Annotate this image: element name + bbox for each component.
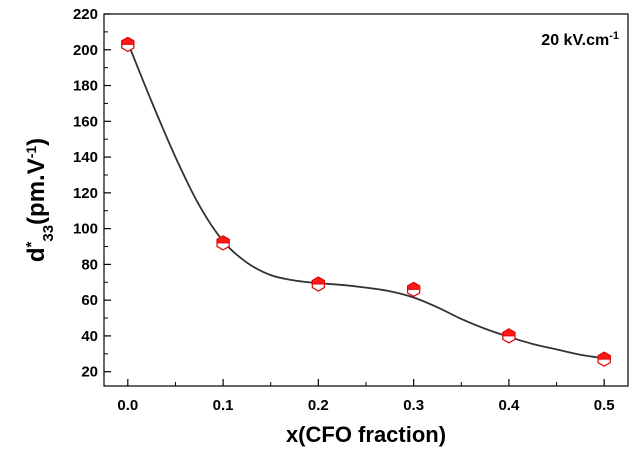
y-axis-title-sup: * xyxy=(23,241,40,247)
field-annotation-sup: -1 xyxy=(609,30,619,42)
x-tick-label: 0.1 xyxy=(213,397,234,414)
y-tick-label: 60 xyxy=(81,292,98,309)
y-axis-title-sub: 33 xyxy=(40,225,57,242)
x-tick-label: 0.3 xyxy=(403,397,424,414)
y-axis-title-base: d xyxy=(23,247,50,262)
axes-box xyxy=(103,13,629,387)
data-point xyxy=(597,351,611,367)
data-point xyxy=(311,276,326,292)
y-axis-title: d*33(pm.V-1) xyxy=(23,138,57,262)
y-axis: 20 40 60 80 100 120 140 160 180 200 220 xyxy=(73,6,111,381)
field-annotation-main: 20 kV.cm xyxy=(541,32,609,49)
data-points xyxy=(121,36,611,367)
y-tick-label: 200 xyxy=(73,42,98,59)
y-tick-label: 20 xyxy=(81,364,98,381)
data-point-fill xyxy=(502,328,516,337)
x-axis-title: x(CFO fraction) xyxy=(286,422,446,447)
data-point xyxy=(216,235,230,251)
data-point-fill xyxy=(216,235,230,244)
y-tick-label: 40 xyxy=(81,328,98,345)
y-tick-label: 180 xyxy=(73,78,98,95)
y-tick-label: 220 xyxy=(73,6,98,23)
fit-curve-layer xyxy=(126,42,605,360)
data-point-fill xyxy=(121,36,135,45)
data-point-fill xyxy=(407,281,421,290)
y-tick-label: 120 xyxy=(73,185,98,202)
x-axis: 0.0 0.1 0.2 0.3 0.4 0.5 xyxy=(117,379,615,414)
plot-frame xyxy=(103,13,629,387)
y-tick-label: 140 xyxy=(73,149,98,166)
data-point xyxy=(406,281,421,298)
data-point-fill xyxy=(597,351,611,360)
data-point-fill xyxy=(311,276,325,285)
x-tick-label: 0.5 xyxy=(594,397,615,414)
x-tick-label: 0.4 xyxy=(498,397,520,414)
data-point xyxy=(121,36,135,53)
y-tick-label: 160 xyxy=(73,113,98,130)
y-axis-title-unit: (pm.V xyxy=(23,158,50,225)
y-axis-title-unit-sup: -1 xyxy=(23,146,39,159)
x-tick-label: 0.0 xyxy=(117,397,138,414)
y-tick-label: 80 xyxy=(81,256,98,273)
fit-curve xyxy=(126,42,605,360)
y-axis-title-close: ) xyxy=(23,138,50,146)
field-annotation: 20 kV.cm-1 xyxy=(541,30,619,49)
data-point xyxy=(502,328,516,344)
y-tick-label: 100 xyxy=(73,221,98,238)
x-tick-label: 0.2 xyxy=(308,397,329,414)
